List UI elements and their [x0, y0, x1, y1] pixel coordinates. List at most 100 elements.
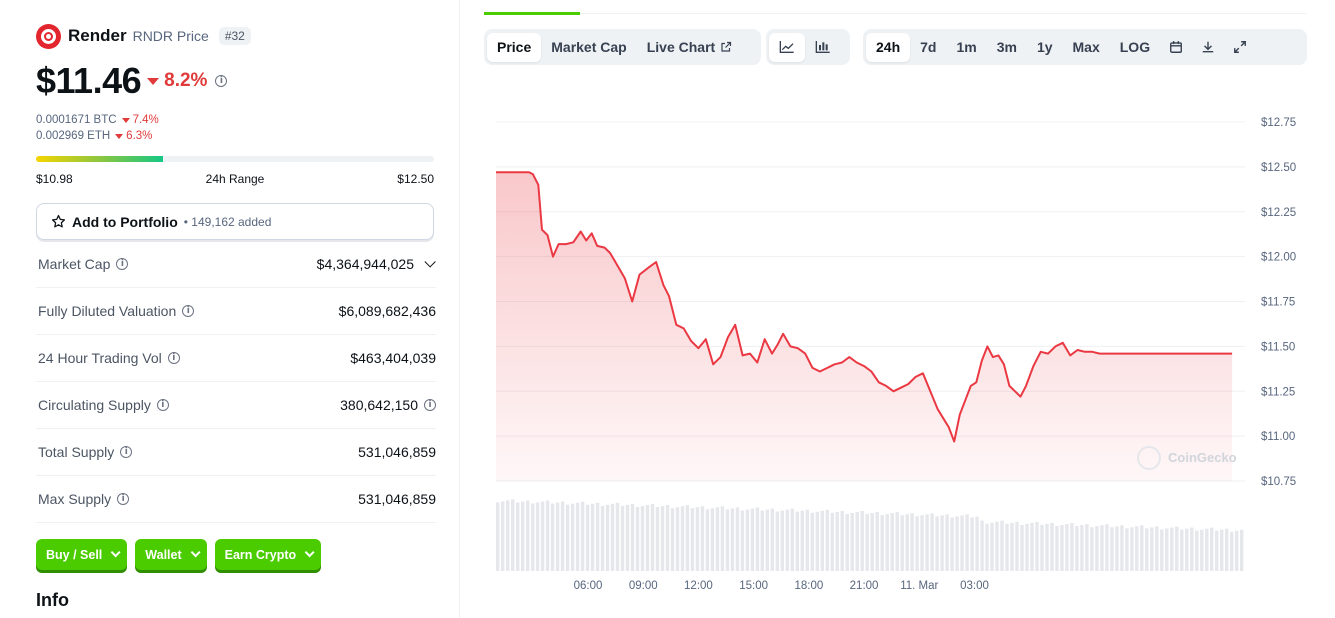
volume-bar — [670, 508, 675, 571]
volume-bar — [1045, 523, 1049, 571]
volume-bar — [1095, 526, 1099, 571]
line-chart-button[interactable] — [769, 32, 805, 62]
volume-bar — [725, 509, 730, 571]
eth-price-row: 0.002969 ETH 6.3% — [36, 130, 152, 142]
price-area — [496, 172, 1233, 481]
volume-bar — [805, 509, 809, 571]
stat-value: 531,046,859 — [358, 444, 436, 460]
candlestick-chart-button[interactable] — [805, 33, 841, 62]
info-icon[interactable]: i — [117, 493, 130, 505]
volume-bar — [720, 506, 725, 571]
info-icon[interactable]: i — [424, 399, 436, 411]
volume-bar — [555, 502, 560, 571]
price-change-value: 8.2% — [164, 70, 208, 91]
range-label: 24h Range — [205, 172, 265, 186]
download-button[interactable] — [1192, 33, 1224, 62]
coin-summary-panel: Render RNDR Price #32 $11.46 8.2% i 0.00… — [36, 0, 436, 618]
volume-bar — [1000, 520, 1004, 571]
info-icon[interactable]: i — [215, 75, 228, 87]
info-icon[interactable]: i — [156, 399, 169, 411]
star-icon — [51, 214, 66, 228]
stat-row-circulating-supply: Circulating Supply i 380,642,150 i — [36, 382, 436, 429]
volume-bar — [1175, 526, 1179, 571]
stat-value: $463,404,039 — [350, 350, 436, 366]
current-price: $11.46 — [36, 60, 142, 101]
volume-bar — [1165, 528, 1169, 571]
volume-bar — [1145, 528, 1149, 571]
y-tick-label: $11.25 — [1261, 386, 1295, 398]
volume-bar — [980, 520, 984, 571]
price-chart[interactable]: $12.75 $12.50 $12.25 $12.00 $11.75 $11.50 $11.… — [484, 0, 1307, 618]
range-max[interactable]: Max — [1072, 39, 1100, 55]
volume-bar — [1220, 529, 1224, 571]
volume-bar — [660, 506, 665, 571]
fullscreen-button[interactable] — [1224, 33, 1256, 62]
volume-bar — [575, 502, 580, 571]
volume-bar — [1005, 523, 1009, 571]
y-tick-label: $11.75 — [1261, 297, 1295, 309]
date-picker-button[interactable] — [1160, 33, 1192, 62]
chevron-down-icon — [110, 547, 121, 558]
chart-style-tabs — [766, 29, 850, 65]
volume-bar — [730, 508, 735, 571]
volume-bar — [1170, 527, 1174, 571]
volume-bar — [985, 523, 989, 571]
range-24h[interactable]: 24h — [866, 32, 911, 62]
volume-bar — [790, 508, 794, 571]
info-icon[interactable]: i — [120, 446, 133, 458]
info-icon[interactable]: i — [167, 352, 180, 364]
stat-row-max-supply: Max Supply i 531,046,859 — [36, 476, 436, 523]
range-1m[interactable]: 1m — [956, 39, 977, 55]
stat-value-text: 531,046,859 — [358, 491, 436, 507]
range-24h-fill — [36, 156, 164, 162]
stats-table: Market Cap i $4,364,944,025 Fully Diluted… — [36, 241, 436, 523]
line-chart-icon — [779, 41, 794, 53]
buy-sell-button[interactable]: Buy / Sell — [36, 539, 128, 570]
wallet-button[interactable]: Wallet — [135, 539, 207, 570]
volume-bar — [760, 510, 764, 571]
volume-bar — [975, 516, 979, 571]
volume-bar — [780, 510, 784, 571]
tab-live-chart[interactable]: Live Chart — [637, 33, 742, 62]
coingecko-watermark: CoinGecko — [1168, 450, 1237, 465]
render-logo-icon — [36, 23, 61, 49]
btc-price: 0.0001671 BTC — [36, 114, 117, 126]
volume-bar — [1020, 524, 1024, 571]
volume-bar — [1160, 529, 1164, 571]
volume-bar — [755, 507, 760, 571]
volume-bar — [850, 513, 854, 571]
stat-value: 531,046,859 — [358, 491, 436, 507]
volume-bar — [785, 509, 789, 571]
volume-bar — [690, 508, 695, 571]
tab-price[interactable]: Price — [487, 32, 542, 62]
tab-market-cap[interactable]: Market Cap — [551, 39, 627, 55]
volume-bar — [865, 514, 869, 571]
volume-bar — [531, 503, 535, 571]
stat-value[interactable]: $4,364,944,025 — [317, 256, 436, 272]
y-tick-label: $12.50 — [1261, 162, 1296, 174]
stat-label: Market Cap i — [38, 256, 129, 272]
info-icon[interactable]: i — [116, 258, 129, 270]
earn-crypto-button[interactable]: Earn Crypto — [214, 539, 322, 570]
volume-bar — [995, 521, 999, 571]
volume-bar — [1150, 527, 1154, 571]
info-heading: Info — [36, 590, 69, 610]
stat-label: 24 Hour Trading Vol i — [38, 350, 180, 366]
volume-bar — [580, 501, 585, 571]
volume-bar — [925, 514, 929, 571]
info-icon[interactable]: i — [182, 305, 195, 317]
range-7d[interactable]: 7d — [920, 39, 937, 55]
volume-bar — [1070, 523, 1074, 571]
volume-bar — [675, 507, 680, 571]
range-3m[interactable]: 3m — [996, 39, 1017, 55]
volume-bar — [1040, 524, 1044, 571]
volume-bar — [565, 504, 570, 571]
volume-bar — [625, 504, 630, 571]
volume-bar — [870, 513, 874, 571]
chevron-down-icon[interactable] — [424, 256, 436, 268]
log-scale-toggle[interactable]: LOG — [1119, 39, 1151, 55]
range-1y[interactable]: 1y — [1036, 39, 1053, 55]
coin-symbol-label: RNDR Price — [132, 28, 209, 44]
range-24h-labels: $10.98 24h Range $12.50 — [36, 172, 434, 186]
add-to-portfolio-button[interactable]: Add to Portfolio • 149,162 added — [36, 203, 434, 240]
